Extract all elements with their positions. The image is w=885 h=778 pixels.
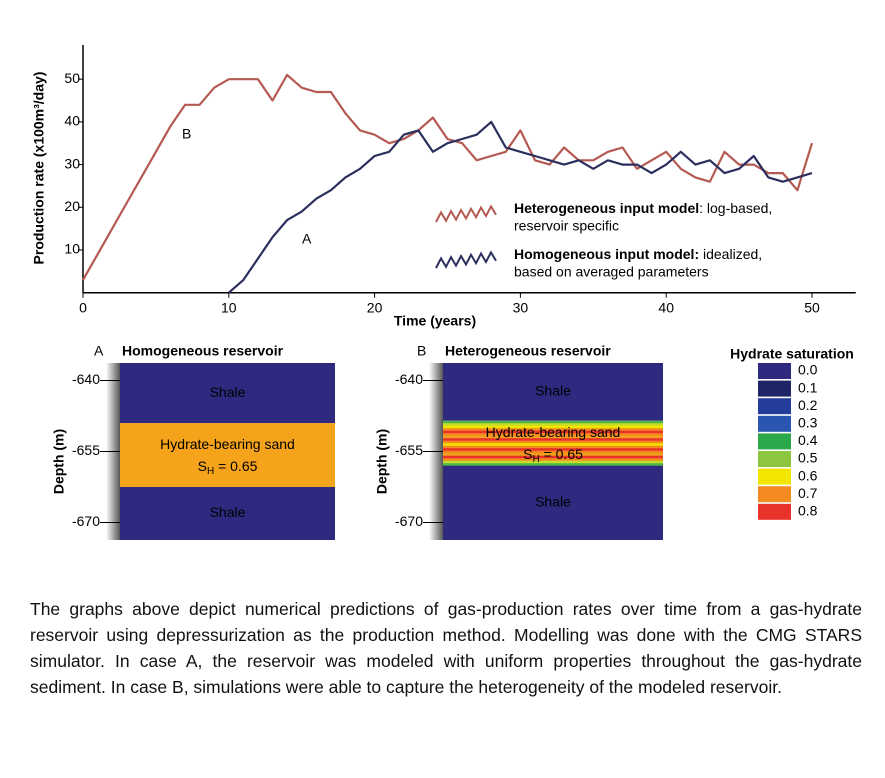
layer-sh: SH = 0.65 bbox=[523, 446, 583, 465]
y-axis-label: Depth (m) bbox=[51, 429, 67, 494]
x-tick-label: 30 bbox=[513, 299, 529, 315]
annotation: B bbox=[182, 126, 191, 142]
legend-title: Hydrate saturation bbox=[730, 346, 854, 362]
layer-label: Shale bbox=[210, 384, 246, 400]
panel-label: A bbox=[94, 343, 104, 359]
layer-stripe bbox=[443, 453, 663, 457]
legend-swatch bbox=[758, 415, 791, 432]
legend-name: Homogeneous input model: bbox=[514, 246, 699, 262]
legend-swatch bbox=[758, 503, 791, 520]
layer-stripe bbox=[443, 455, 663, 459]
layer-stripe bbox=[443, 438, 663, 442]
layer-stripe bbox=[443, 463, 663, 467]
y-tick-label: 40 bbox=[64, 113, 80, 129]
y-tick-label: -640 bbox=[395, 371, 423, 387]
layer bbox=[120, 486, 335, 540]
legend-label: 0.4 bbox=[798, 432, 818, 448]
legend-swatch bbox=[758, 486, 791, 503]
y-axis-label: Depth (m) bbox=[374, 429, 390, 494]
x-tick-label: 50 bbox=[804, 299, 820, 315]
layer-stripe bbox=[443, 458, 663, 462]
legend-swatch bbox=[435, 204, 497, 223]
x-axis-label: Time (years) bbox=[394, 313, 476, 329]
y-tick-label: -655 bbox=[72, 442, 100, 458]
legend-desc: : log-based, bbox=[699, 200, 772, 216]
layer-stripe bbox=[443, 450, 663, 454]
layer-label: Hydrate-bearing sand bbox=[160, 436, 295, 452]
sh-main: S bbox=[523, 446, 532, 462]
legend-entry: Homogeneous input model: idealized, bbox=[514, 246, 762, 262]
layer-stripe bbox=[443, 435, 663, 439]
figure: 0 10 20 30 40 50 10 20 30 40 50 Production rate (x1… bbox=[31, 45, 856, 540]
panel-label: B bbox=[417, 343, 426, 359]
sh-rest: = 0.65 bbox=[214, 458, 257, 474]
legend-desc: idealized, bbox=[699, 246, 762, 262]
legend-swatch bbox=[758, 468, 791, 485]
legend-label: 0.3 bbox=[798, 415, 818, 431]
sh-main: S bbox=[198, 458, 207, 474]
layer bbox=[443, 363, 663, 421]
y-tick-label: -640 bbox=[72, 371, 100, 387]
layer-stripe bbox=[443, 428, 663, 432]
panel-title: Homogeneous reservoir bbox=[122, 343, 284, 359]
legend-label: 0.7 bbox=[798, 485, 818, 501]
y-tick-label: -670 bbox=[395, 513, 423, 529]
x-tick-label: 20 bbox=[367, 299, 383, 315]
panel-title: Heterogeneous reservoir bbox=[445, 343, 611, 359]
legend-swatch bbox=[758, 398, 791, 415]
caption: The graphs above depict numerical predic… bbox=[30, 599, 862, 697]
layer-stripe bbox=[443, 448, 663, 452]
y-tick-label: 30 bbox=[64, 155, 80, 171]
layer bbox=[443, 465, 663, 540]
y-tick-label: -655 bbox=[395, 442, 423, 458]
layer-stripe bbox=[443, 425, 663, 429]
legend-swatch bbox=[758, 451, 791, 467]
legend-swatch bbox=[435, 250, 497, 269]
layer-stripe bbox=[443, 430, 663, 434]
legend-label: 0.8 bbox=[798, 503, 818, 519]
y-tick-label: 50 bbox=[64, 70, 80, 86]
legend-label: 0.5 bbox=[798, 450, 818, 466]
legend-swatch bbox=[758, 380, 791, 397]
layer-stripe bbox=[443, 443, 663, 447]
y-axis-label: Production rate (x100m³/day) bbox=[31, 72, 47, 265]
layer-sh: SH = 0.65 bbox=[198, 458, 258, 477]
series-line bbox=[82, 73, 814, 281]
legend-label: 0.2 bbox=[798, 397, 818, 413]
x-tick-label: 0 bbox=[79, 299, 87, 315]
series-line bbox=[228, 120, 813, 294]
layer-stripe bbox=[443, 440, 663, 444]
legend-label: 0.1 bbox=[798, 379, 818, 395]
sh-sub: H bbox=[532, 454, 539, 465]
legend-label: 0.0 bbox=[798, 362, 818, 378]
layer-label: Shale bbox=[535, 494, 571, 510]
y-tick-label: 20 bbox=[64, 198, 80, 214]
layer-stripe bbox=[443, 445, 663, 449]
layer bbox=[443, 420, 663, 467]
layer-stripe bbox=[443, 420, 663, 424]
y-tick-label: 10 bbox=[64, 241, 80, 257]
legend-desc: reservoir specific bbox=[514, 218, 619, 234]
legend-name: Heterogeneous input model bbox=[514, 200, 699, 216]
layer-label: Shale bbox=[535, 383, 571, 399]
x-tick-label: 40 bbox=[658, 299, 674, 315]
legend-swatch bbox=[758, 433, 791, 450]
legend-desc: based on averaged parameters bbox=[514, 264, 709, 280]
sh-sub: H bbox=[207, 466, 214, 477]
y-tick-label: -670 bbox=[72, 513, 100, 529]
annotation: A bbox=[302, 231, 312, 247]
x-tick-label: 10 bbox=[221, 299, 237, 315]
layer-label: Shale bbox=[210, 504, 246, 520]
layer bbox=[120, 423, 335, 487]
legend-label: 0.6 bbox=[798, 467, 818, 483]
layer-stripe bbox=[443, 433, 663, 437]
legend-swatch bbox=[758, 363, 791, 379]
layer-stripe bbox=[443, 423, 663, 427]
legend-entry: Heterogeneous input model: log-based, bbox=[514, 200, 772, 216]
layer-stripe bbox=[443, 460, 663, 464]
sh-rest: = 0.65 bbox=[540, 446, 583, 462]
layer-label: Hydrate-bearing sand bbox=[486, 424, 621, 440]
layer bbox=[120, 363, 335, 424]
